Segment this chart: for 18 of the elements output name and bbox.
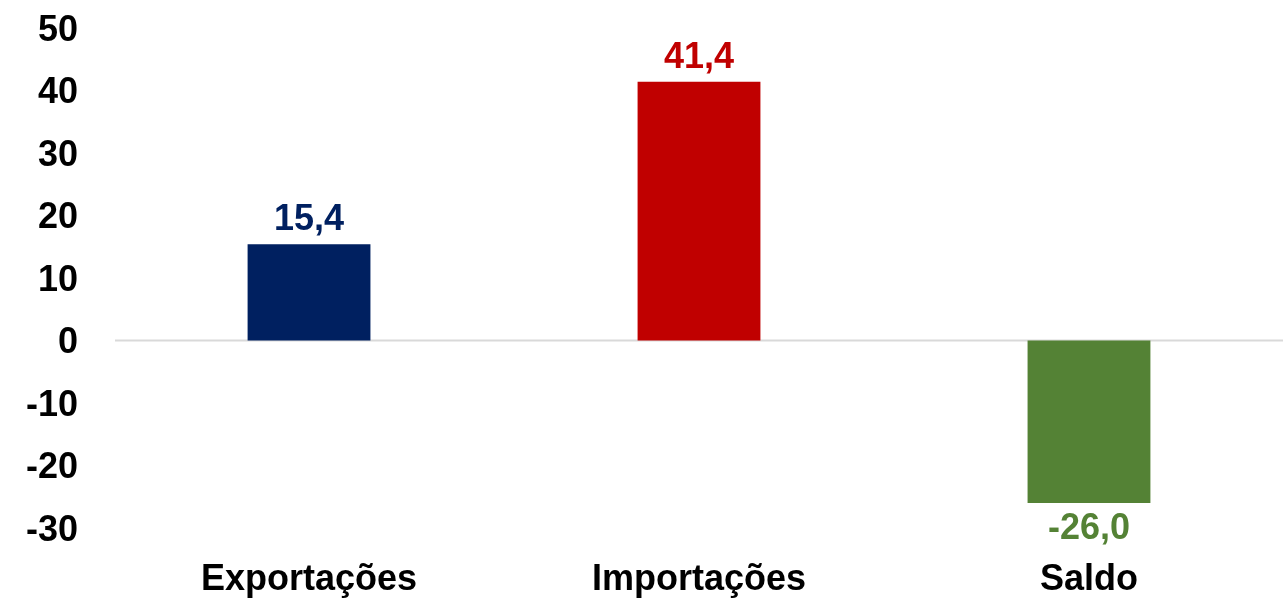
bar (1027, 340, 1151, 503)
y-tick-label: 0 (57, 320, 78, 362)
bar (637, 81, 761, 341)
y-tick-label: 40 (37, 70, 78, 112)
x-tick-label: Saldo (1039, 557, 1138, 598)
data-label: 15,4 (273, 197, 345, 239)
y-tick-label: 30 (37, 132, 78, 174)
y-tick-label: 10 (37, 257, 78, 299)
data-label: -26,0 (1047, 506, 1131, 547)
data-label: 41,4 (663, 34, 735, 76)
y-tick-label: 50 (37, 7, 78, 49)
y-tick-label: 20 (37, 195, 78, 237)
x-tick-label: Importações (591, 557, 807, 598)
x-tick-label: Exportações (200, 557, 418, 598)
bar (247, 244, 371, 341)
y-tick-label: -10 (25, 382, 78, 424)
y-tick-label: -20 (25, 445, 78, 487)
y-tick-label: -30 (25, 507, 78, 549)
